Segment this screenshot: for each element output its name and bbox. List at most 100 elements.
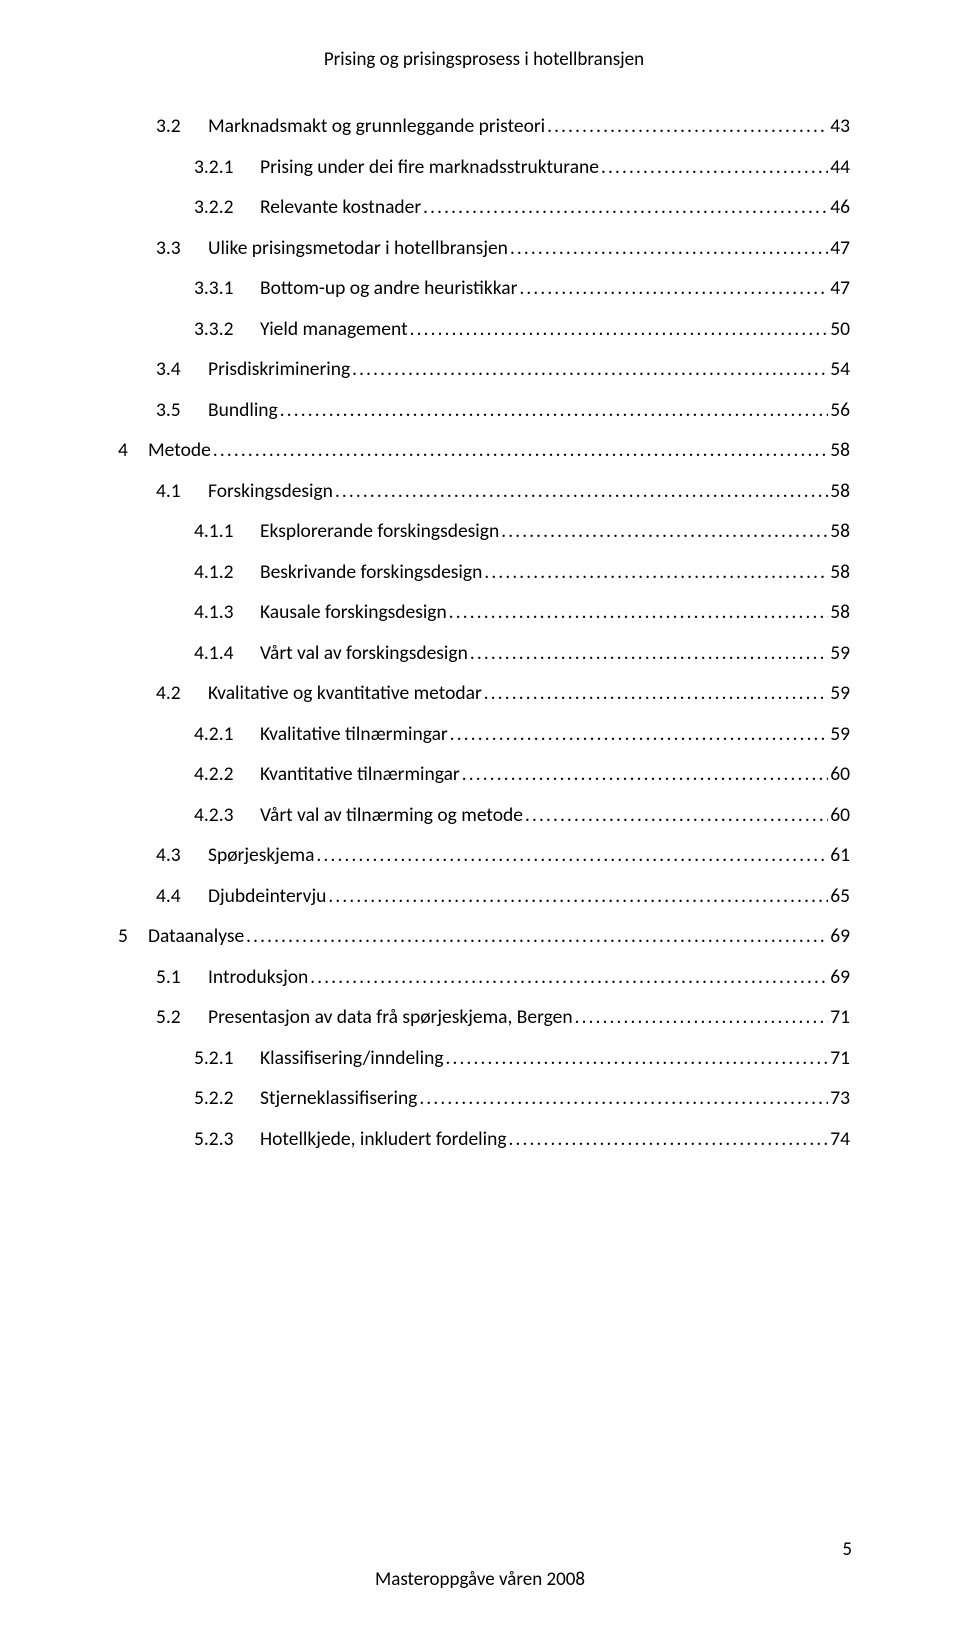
- toc-leader-dots: [326, 887, 828, 906]
- toc-entry-title: Prisdiskriminering: [208, 360, 350, 380]
- toc-entry-page: 58: [828, 563, 850, 583]
- toc-entry: 4Metode58: [118, 441, 850, 461]
- toc-entry-title: Presentasjon av data frå spørjeskjema, B…: [208, 1008, 573, 1028]
- toc-entry: 3.2.1Prising under dei fire marknadsstru…: [118, 158, 850, 178]
- toc-leader-dots: [517, 279, 828, 298]
- page-number: 5: [842, 1538, 852, 1561]
- toc-entry: 3.2.2Relevante kostnader 46: [118, 198, 850, 218]
- toc-entry: 3.4Prisdiskriminering54: [118, 360, 850, 380]
- toc-entry-title: Eksplorerande forskingsdesign: [260, 522, 499, 542]
- running-footer: Masteroppgåve våren 2008: [0, 1568, 960, 1591]
- toc-entry: 4.4Djubdeintervju65: [118, 887, 850, 907]
- toc-entry: 4.1.2Beskrivande forskingsdesign58: [118, 563, 850, 583]
- toc-entry: 5Dataanalyse 69: [118, 927, 850, 947]
- document-page: Prising og prisingsprosess i hotellbrans…: [0, 0, 960, 1627]
- toc-entry-title: Spørjeskjema: [208, 846, 314, 866]
- toc-entry-title: Hotellkjede, inkludert fordeling: [260, 1130, 507, 1150]
- toc-entry-number: 4.4: [156, 887, 208, 907]
- toc-entry-number: 3.2.2: [194, 198, 260, 218]
- toc-leader-dots: [444, 1049, 829, 1068]
- toc-entry-number: 3.2: [156, 117, 208, 137]
- toc-entry: 4.1.1Eksplorerande forskingsdesign 58: [118, 522, 850, 542]
- toc-leader-dots: [573, 1008, 829, 1027]
- toc-leader-dots: [468, 644, 828, 663]
- toc-entry-page: 69: [828, 968, 850, 988]
- toc-entry-title: Prising under dei fire marknadsstruktura…: [260, 158, 599, 178]
- toc-entry-title: Bundling: [208, 401, 278, 421]
- toc-leader-dots: [448, 725, 828, 744]
- toc-entry-number: 5.2: [156, 1008, 208, 1028]
- toc-entry-page: 74: [828, 1130, 850, 1150]
- toc-entry: 3.3Ulike prisingsmetodar i hotellbransje…: [118, 239, 850, 259]
- running-header: Prising og prisingsprosess i hotellbrans…: [118, 48, 850, 71]
- toc-entry-number: 4.1: [156, 482, 208, 502]
- table-of-contents: 3.2Marknadsmakt og grunnleggande pristeo…: [118, 117, 850, 1149]
- toc-entry-page: 71: [828, 1008, 850, 1028]
- toc-entry-title: Kvalitative og kvantitative metodar: [208, 684, 482, 704]
- toc-entry-number: 4.2: [156, 684, 208, 704]
- toc-leader-dots: [523, 806, 828, 825]
- toc-entry-number: 3.5: [156, 401, 208, 421]
- toc-entry-page: 58: [828, 482, 850, 502]
- toc-entry: 4.1Forskingsdesign 58: [118, 482, 850, 502]
- toc-entry-title: Metode: [148, 441, 211, 461]
- toc-leader-dots: [211, 441, 828, 460]
- toc-entry-page: 59: [828, 725, 850, 745]
- toc-entry-number: 4.1.4: [194, 644, 260, 664]
- toc-entry-title: Kvalitative tilnærmingar: [260, 725, 448, 745]
- toc-entry-page: 58: [828, 603, 850, 623]
- toc-entry: 3.2Marknadsmakt og grunnleggande pristeo…: [118, 117, 850, 137]
- toc-entry-title: Djubdeintervju: [208, 887, 326, 907]
- toc-entry: 5.2Presentasjon av data frå spørjeskjema…: [118, 1008, 850, 1028]
- toc-entry-number: 4.2.1: [194, 725, 260, 745]
- toc-entry-page: 46: [828, 198, 850, 218]
- toc-entry-title: Dataanalyse: [148, 927, 244, 947]
- toc-entry-number: 5.2.3: [194, 1130, 260, 1150]
- toc-entry-number: 4.1.1: [194, 522, 260, 542]
- toc-leader-dots: [308, 968, 828, 987]
- toc-entry-number: 4: [118, 441, 148, 461]
- toc-entry-title: Bottom-up og andre heuristikkar: [260, 279, 517, 299]
- toc-entry-number: 3.3.2: [194, 320, 260, 340]
- toc-leader-dots: [350, 360, 828, 379]
- toc-entry-number: 5.2.1: [194, 1049, 260, 1069]
- toc-entry-page: 71: [828, 1049, 850, 1069]
- toc-entry-title: Stjerneklassifisering: [260, 1089, 417, 1109]
- toc-entry: 4.2.1Kvalitative tilnærmingar 59: [118, 725, 850, 745]
- toc-entry: 5.2.1Klassifisering/inndeling71: [118, 1049, 850, 1069]
- toc-entry-page: 58: [828, 522, 850, 542]
- toc-entry-page: 47: [828, 239, 850, 259]
- toc-entry-number: 3.3.1: [194, 279, 260, 299]
- toc-entry-title: Marknadsmakt og grunnleggande pristeori: [208, 117, 545, 137]
- toc-entry-page: 54: [828, 360, 850, 380]
- toc-leader-dots: [599, 158, 828, 177]
- toc-entry: 4.2.2Kvantitative tilnærmingar 60: [118, 765, 850, 785]
- toc-entry-title: Forskingsdesign: [208, 482, 333, 502]
- toc-entry-number: 4.3: [156, 846, 208, 866]
- toc-entry: 5.2.2Stjerneklassifisering 73: [118, 1089, 850, 1109]
- toc-entry-number: 5.2.2: [194, 1089, 260, 1109]
- toc-entry: 4.1.4Vårt val av forskingsdesign59: [118, 644, 850, 664]
- toc-entry-page: 50: [828, 320, 850, 340]
- toc-entry-title: Relevante kostnader: [260, 198, 421, 218]
- toc-entry-page: 61: [828, 846, 850, 866]
- toc-entry-number: 5: [118, 927, 148, 947]
- toc-entry-number: 3.3: [156, 239, 208, 259]
- toc-entry-page: 47: [828, 279, 850, 299]
- toc-entry-title: Introduksjon: [208, 968, 308, 988]
- toc-leader-dots: [333, 482, 828, 501]
- toc-entry: 5.1Introduksjon69: [118, 968, 850, 988]
- toc-entry: 4.1.3Kausale forskingsdesign58: [118, 603, 850, 623]
- toc-entry-title: Kvantitative tilnærmingar: [260, 765, 460, 785]
- toc-entry-page: 73: [828, 1089, 850, 1109]
- toc-entry-page: 60: [828, 765, 850, 785]
- toc-entry-number: 4.2.3: [194, 806, 260, 826]
- toc-entry-title: Ulike prisingsmetodar i hotellbransjen: [208, 239, 508, 259]
- toc-entry-page: 56: [828, 401, 850, 421]
- toc-entry: 4.2Kvalitative og kvantitative metodar59: [118, 684, 850, 704]
- toc-entry-number: 4.2.2: [194, 765, 260, 785]
- toc-leader-dots: [545, 117, 828, 136]
- toc-entry-page: 69: [828, 927, 850, 947]
- toc-entry: 3.3.1Bottom-up og andre heuristikkar 47: [118, 279, 850, 299]
- toc-entry-number: 4.1.3: [194, 603, 260, 623]
